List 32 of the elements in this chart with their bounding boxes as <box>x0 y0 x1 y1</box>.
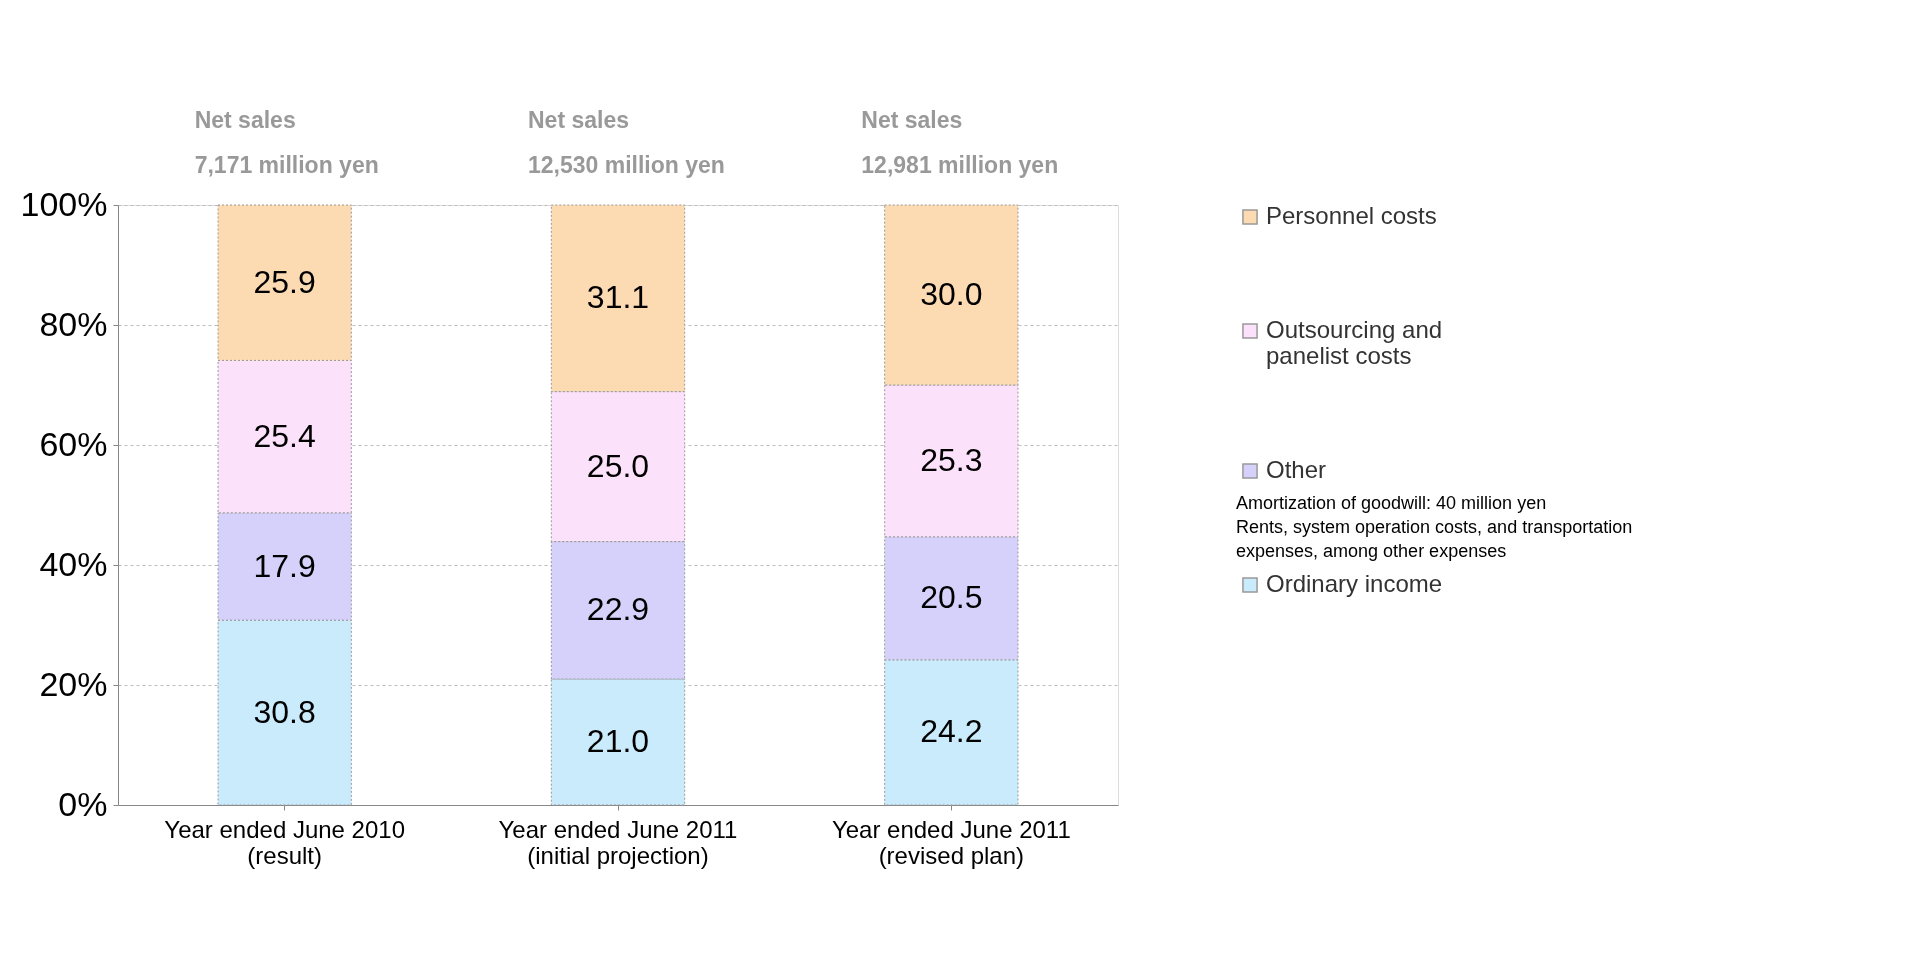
y-tick-label: 60% <box>39 424 108 463</box>
data-label: 25.4 <box>253 417 316 454</box>
y-tick-label: 0% <box>58 784 108 823</box>
text: Net sales <box>528 107 630 133</box>
text: 12,530 million yen <box>528 152 725 178</box>
data-label: 30.8 <box>253 693 316 730</box>
y-tick-label: 20% <box>39 664 108 703</box>
legend-label: Ordinary income <box>1266 570 1443 597</box>
y-tick-label: 80% <box>39 304 108 343</box>
legend-label: Other <box>1266 456 1327 483</box>
text: Net sales <box>861 107 963 133</box>
data-label: 31.1 <box>586 279 650 316</box>
data-label: 22.9 <box>586 591 650 628</box>
legend-label: Personnel costs <box>1266 202 1437 229</box>
data-label: 20.5 <box>920 579 983 616</box>
y-tick-label: 40% <box>39 544 108 583</box>
data-label: 21.0 <box>586 723 650 759</box>
data-label: 17.9 <box>253 547 316 584</box>
text: 12,981 million yen <box>861 152 1059 178</box>
y-tick-label: 100% <box>20 184 108 223</box>
x-tick-label: Year ended June 2011 (initial projection) <box>498 815 738 869</box>
text: 7,171 million yen <box>194 152 379 178</box>
legend-label: Outsourcing and panelist costs <box>1266 316 1443 369</box>
text: Net sales <box>194 107 296 133</box>
data-label: 25.9 <box>253 263 316 300</box>
data-label: 24.2 <box>920 713 983 750</box>
x-tick-label: Year ended June 2010 (result) <box>164 815 405 869</box>
text: Amortization of goodwill: 40 million yen Rents, system operation costs, and transportation expenses, among other expenses <box>1236 493 1633 561</box>
x-tick-label: Year ended June 2011 (revised plan) <box>831 815 1071 869</box>
data-label: 25.3 <box>920 441 983 478</box>
data-label: 30.0 <box>920 276 983 312</box>
data-label: 25.0 <box>586 447 650 484</box>
